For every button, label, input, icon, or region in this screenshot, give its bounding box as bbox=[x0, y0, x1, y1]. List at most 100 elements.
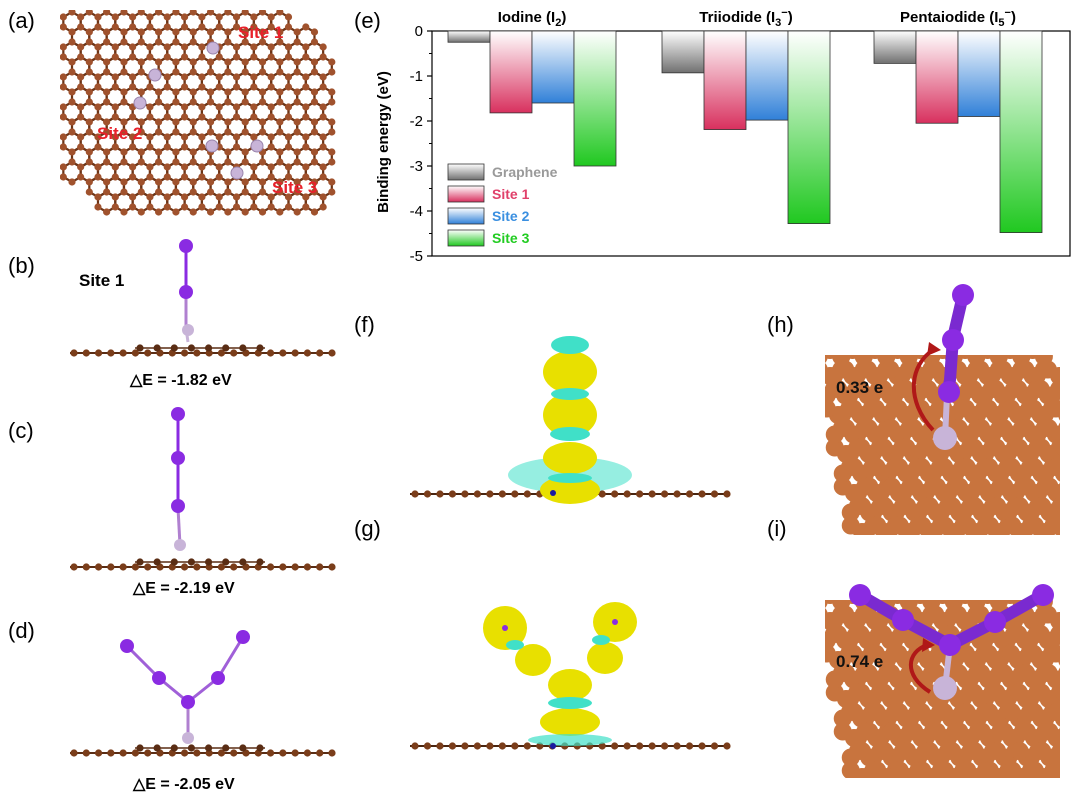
carbon-atom bbox=[77, 43, 85, 51]
carbon-atom bbox=[155, 158, 163, 166]
site-3-structure-side-view bbox=[70, 630, 336, 757]
panel-label-i: (i) bbox=[767, 516, 787, 541]
carbon-atom bbox=[170, 344, 178, 352]
panel-label-b: (b) bbox=[8, 253, 35, 278]
carbon-atom bbox=[993, 360, 1012, 379]
carbon-atom bbox=[129, 173, 137, 181]
carbon-atom bbox=[905, 722, 924, 741]
carbon-atom bbox=[267, 103, 275, 111]
carbon-atom bbox=[204, 558, 213, 566]
carbon-atom bbox=[258, 28, 267, 36]
charge-density-site-2 bbox=[410, 336, 731, 504]
carbon-atom bbox=[206, 208, 215, 216]
carbon-atom bbox=[293, 128, 301, 136]
carbon-atom bbox=[239, 344, 247, 352]
carbon-atom bbox=[473, 490, 481, 498]
carbon-atom bbox=[222, 744, 230, 752]
carbon-atom bbox=[241, 88, 249, 96]
carbon-atom bbox=[302, 133, 310, 141]
carbon-atom bbox=[882, 664, 901, 682]
carbon-atom bbox=[189, 128, 197, 136]
carbon-atom bbox=[935, 761, 954, 778]
carbon-atom bbox=[146, 83, 154, 91]
carbon-atom bbox=[310, 38, 319, 46]
carbon-atom bbox=[215, 193, 223, 201]
carbon-atom bbox=[1024, 644, 1043, 663]
carbon-atom bbox=[328, 148, 336, 156]
carbon-atom bbox=[146, 53, 154, 61]
carbon-atom bbox=[310, 208, 319, 216]
carbon-atom bbox=[279, 349, 287, 357]
carbon-atom bbox=[1024, 399, 1043, 418]
carbon-atom bbox=[980, 458, 999, 476]
carbon-atom bbox=[129, 133, 137, 141]
carbon-atom bbox=[328, 349, 336, 357]
carbon-atom bbox=[206, 118, 215, 126]
legend-swatch bbox=[447, 163, 485, 181]
legend-label: Site 1 bbox=[492, 186, 530, 202]
carbon-atom bbox=[1017, 419, 1036, 437]
carbon-atom bbox=[120, 118, 128, 126]
carbon-atom bbox=[111, 133, 119, 141]
carbon-atom bbox=[829, 380, 847, 398]
carbon-atom bbox=[155, 88, 163, 96]
carbon-atom bbox=[204, 344, 213, 352]
carbon-atom bbox=[60, 113, 67, 121]
carbon-atom bbox=[461, 490, 469, 498]
carbon-atom bbox=[155, 38, 163, 46]
carbon-atom bbox=[276, 68, 284, 76]
carbon-atom bbox=[163, 103, 171, 111]
carbon-atom bbox=[129, 143, 137, 151]
carbon-atom bbox=[153, 744, 161, 752]
carbon-atom bbox=[155, 118, 163, 126]
carbon-atom bbox=[68, 128, 76, 136]
carbon-atom bbox=[987, 683, 1006, 702]
carbon-atom bbox=[319, 173, 327, 181]
carbon-atom bbox=[163, 143, 171, 151]
carbon-atom bbox=[284, 13, 293, 21]
carbon-atom bbox=[310, 158, 319, 166]
carbon-atom bbox=[94, 13, 102, 21]
carbon-atom bbox=[293, 58, 301, 66]
carbon-atom bbox=[111, 83, 119, 91]
carbon-atom bbox=[319, 193, 327, 201]
carbon-atom bbox=[965, 497, 984, 515]
carbon-atom bbox=[146, 143, 154, 151]
carbon-atom bbox=[215, 173, 223, 181]
carbon-atom bbox=[598, 490, 606, 498]
panel-label-h: (h) bbox=[767, 312, 794, 337]
carbon-atom bbox=[94, 103, 102, 111]
carbon-atom bbox=[146, 203, 154, 211]
carbon-atom bbox=[267, 143, 275, 151]
bar-graphene bbox=[661, 30, 705, 74]
carbon-atom bbox=[319, 163, 327, 171]
carbon-atom bbox=[163, 203, 171, 211]
carbon-atom bbox=[874, 625, 893, 643]
carbon-atom bbox=[266, 349, 275, 357]
carbon-atom bbox=[146, 163, 154, 171]
carbon-atom bbox=[1047, 703, 1060, 721]
carbon-atom bbox=[120, 28, 128, 36]
dopant-atom bbox=[148, 68, 162, 82]
panel-b-title: Site 1 bbox=[79, 271, 125, 290]
charge-transfer-arrow bbox=[909, 643, 932, 694]
carbon-atom bbox=[189, 88, 197, 96]
carbon-atom bbox=[461, 742, 469, 750]
carbon-atom bbox=[180, 103, 189, 111]
carbon-atom bbox=[825, 438, 844, 457]
carbon-atom bbox=[926, 605, 945, 624]
carbon-atom bbox=[523, 742, 531, 750]
carbon-atom bbox=[120, 10, 128, 16]
carbon-atom bbox=[60, 53, 67, 61]
carbon-atom bbox=[129, 13, 137, 21]
carbon-atom bbox=[927, 477, 946, 496]
carbon-atom bbox=[180, 113, 189, 121]
carbon-atom bbox=[980, 761, 999, 778]
carbon-atom bbox=[995, 477, 1014, 496]
carbon-atom bbox=[189, 10, 197, 16]
carbon-atom bbox=[155, 188, 163, 196]
carbon-atom bbox=[276, 158, 284, 166]
carbon-atom bbox=[276, 208, 284, 216]
carbon-atom bbox=[163, 43, 171, 51]
carbon-atom bbox=[623, 490, 631, 498]
